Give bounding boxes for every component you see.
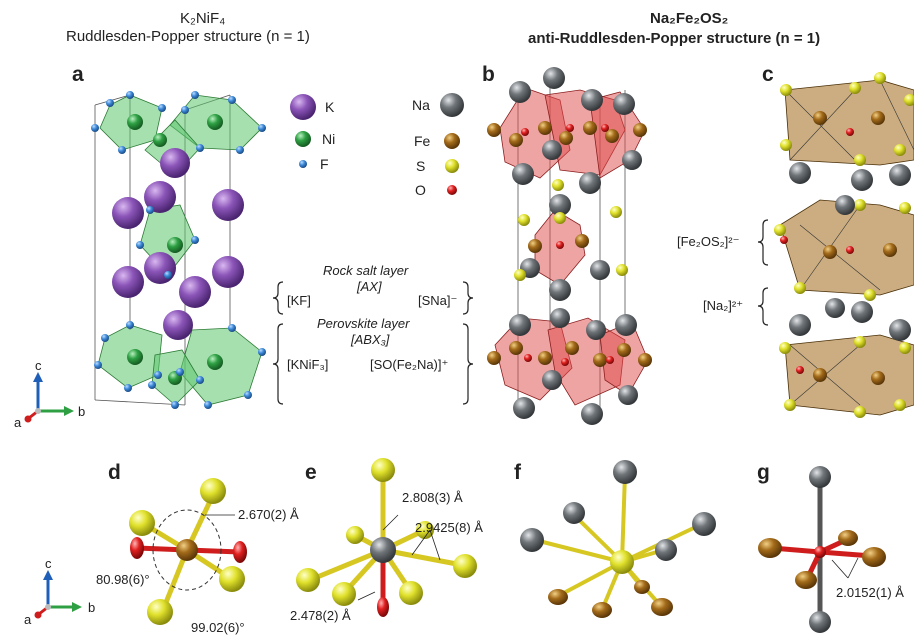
legend-k-label: K [325, 99, 335, 115]
e-bond-length-3: 2.478(2) Å [290, 608, 351, 623]
panel-label-c: c [762, 63, 774, 86]
d-bond-length: 2.670(2) Å [238, 507, 299, 522]
axes-triad-bottom [34, 570, 82, 619]
panel-label-d: d [108, 461, 121, 484]
fe2os2-layer-label: [Fe₂OS₂]²⁻ [677, 234, 740, 249]
legend-na-label: Na [412, 97, 430, 113]
panel-label-g: g [757, 461, 770, 484]
sna-layer-label: [SNa]⁻ [418, 293, 458, 308]
so-fe2na-layer-label: [SO(Fe₂Na)]⁺ [370, 357, 449, 372]
panel-label-e: e [305, 461, 317, 484]
axis-label-a-top: a [14, 415, 22, 430]
right-formula: Na₂Fe₂OS₂ [650, 10, 729, 27]
rock-salt-label: Rock salt layer [323, 263, 409, 278]
na2-layer-label: [Na₂]²⁺ [703, 298, 744, 313]
axes-triad-top [24, 372, 74, 423]
structure-e [296, 458, 477, 617]
axis-label-c-top: c [35, 358, 42, 373]
knif3-layer-label: [KNiF₃] [287, 357, 329, 372]
e-bond-length-1: 2.808(3) Å [402, 490, 463, 505]
rock-salt-formula: [AX] [357, 279, 382, 294]
left-title: Ruddlesden-Popper structure (n = 1) [66, 28, 310, 45]
legend-ni-label: Ni [322, 131, 336, 147]
structure-c [774, 72, 914, 418]
perovskite-label: Perovskite layer [317, 316, 410, 331]
structure-a [91, 91, 266, 409]
legend-fe-label: Fe [414, 133, 431, 149]
legend-b [440, 93, 464, 195]
d-angle-1: 80.98(6)° [96, 572, 150, 587]
legend-o-label: O [415, 182, 426, 198]
e-bond-length-2: 2.9425(8) Å [415, 520, 483, 535]
panel-label-f: f [514, 461, 521, 484]
axis-label-b-top: b [78, 404, 86, 419]
structure-d [129, 478, 247, 625]
layer-braces [272, 219, 769, 405]
axis-label-c-bottom: c [45, 556, 52, 571]
g-bond-length: 2.0152(1) Å [836, 585, 904, 600]
legend-a [290, 94, 316, 168]
structure-f [520, 460, 716, 618]
d-angle-2: 99.02(6)° [191, 620, 245, 635]
kf-layer-label: [KF] [287, 293, 311, 308]
structure-g [758, 466, 886, 633]
structure-b [487, 67, 652, 425]
legend-s-label: S [416, 158, 426, 174]
right-title: anti-Ruddlesden-Popper structure (n = 1) [528, 30, 821, 47]
perovskite-formula: [ABX₃] [351, 332, 390, 347]
panel-label-a: a [72, 63, 84, 86]
panel-label-b: b [482, 63, 495, 86]
axis-label-a-bottom: a [24, 612, 32, 627]
left-formula: K₂NiF₄ [180, 10, 226, 27]
legend-f-label: F [320, 156, 329, 172]
axis-label-b-bottom: b [88, 600, 96, 615]
